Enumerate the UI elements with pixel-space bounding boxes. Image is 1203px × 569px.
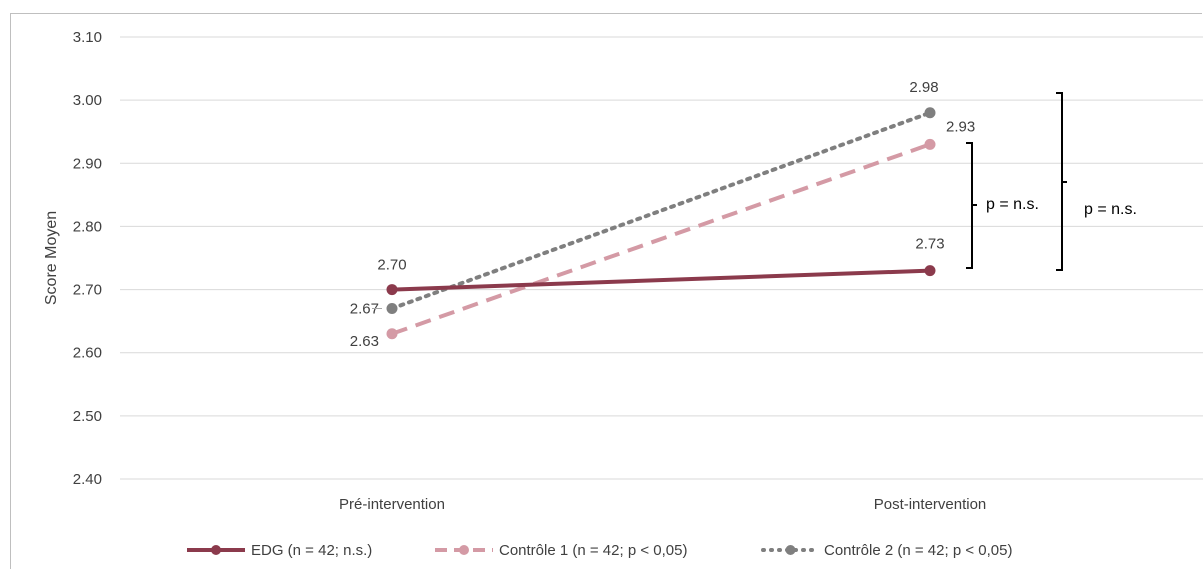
data-label: 2.73 [915, 236, 944, 253]
legend-label: Contrôle 2 (n = 42; p < 0,05) [824, 542, 1012, 559]
annotation-2: p = n.s. [1084, 201, 1137, 218]
annotation-1: p = n.s. [986, 196, 1039, 213]
gridlines [120, 36, 1203, 480]
bracket-2 [1056, 92, 1067, 271]
legend-label: Contrôle 1 (n = 42; p < 0,05) [499, 542, 687, 559]
data-point [924, 265, 936, 277]
bracket-1 [966, 142, 977, 269]
series-line-2 [391, 142, 931, 336]
data-point [924, 107, 936, 119]
series-line-1 [391, 268, 931, 292]
y-tick-label: 2.70 [73, 282, 102, 299]
data-label: 2.63 [350, 333, 379, 350]
chart-frame [10, 13, 1202, 569]
data-label: 2.98 [909, 79, 938, 96]
data-label: 2.67 [350, 301, 379, 318]
y-tick-label: 2.60 [73, 345, 102, 362]
data-point [386, 328, 398, 340]
series-line-3 [390, 110, 932, 311]
legend-swatch-marker [785, 545, 796, 555]
legend: EDG (n = 42; n.s.) Contrôle 1 (n = 42; p … [187, 542, 1012, 559]
legend-label: EDG (n = 42; n.s.) [251, 542, 372, 559]
y-tick-label: 2.80 [73, 218, 102, 235]
y-tick-label: 2.90 [73, 155, 102, 172]
x-category-label: Pré-intervention [339, 496, 445, 513]
legend-swatch-marker [459, 545, 469, 555]
data-label: 2.93 [946, 118, 975, 135]
y-tick-label: 3.00 [73, 92, 102, 109]
y-tick-label: 3.10 [73, 29, 102, 46]
x-axis-categories: Pré-intervention Post-intervention [339, 496, 986, 513]
series-points [386, 107, 936, 340]
y-tick-label: 2.40 [73, 471, 102, 488]
data-point [924, 138, 936, 150]
series-lines [390, 110, 932, 336]
y-axis-label: Score Moyen [43, 211, 60, 305]
data-point [386, 284, 398, 296]
y-axis-ticks: 3.10 3.00 2.90 2.80 2.70 2.60 2.50 2.40 [73, 29, 102, 488]
legend-swatch-marker [211, 545, 221, 555]
x-category-label: Post-intervention [874, 496, 987, 513]
data-labels: 2.70 2.73 2.63 2.93 2.67 2.98 [350, 79, 975, 350]
data-point [386, 303, 398, 315]
data-label: 2.70 [377, 257, 406, 274]
y-tick-label: 2.50 [73, 408, 102, 425]
